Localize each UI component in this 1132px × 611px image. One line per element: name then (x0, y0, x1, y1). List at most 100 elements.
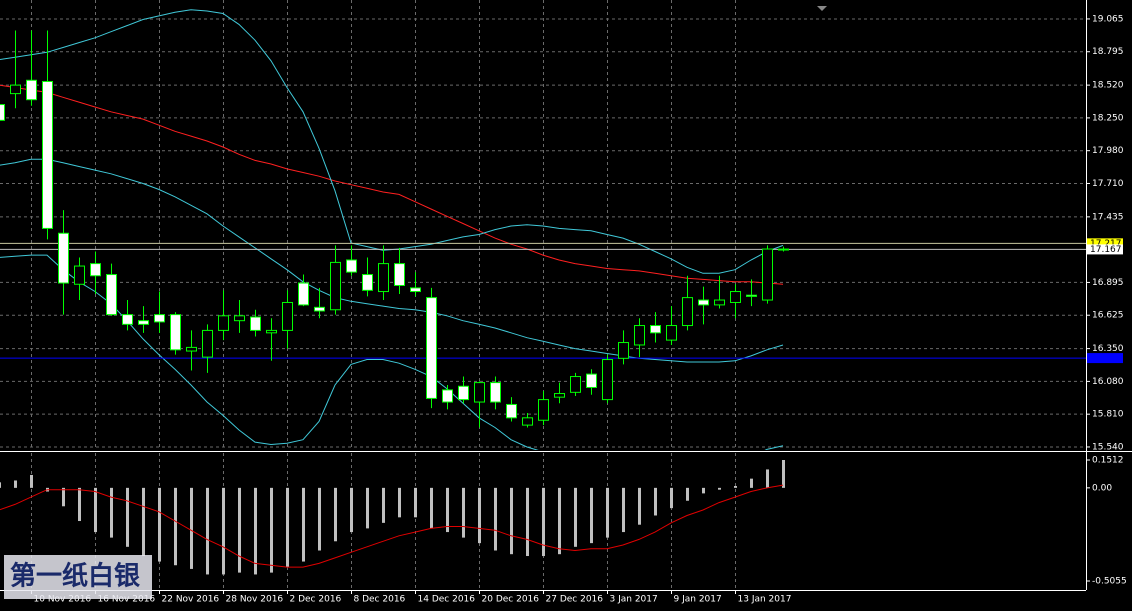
candle-body (378, 263, 389, 293)
candle-body (410, 287, 421, 293)
candle-body (554, 393, 565, 398)
macd-bar (110, 487, 113, 538)
macd-bar (558, 487, 561, 555)
candle-body (250, 316, 261, 331)
macd-bar (622, 487, 625, 533)
watermark-box (4, 555, 152, 599)
x-tick-label: 8 Dec 2016 (354, 595, 406, 605)
candle-body (586, 373, 597, 388)
macd-bar (542, 487, 545, 557)
macd-bar (654, 487, 657, 516)
candle-body (746, 294, 757, 297)
price-label: 17.217 (1090, 239, 1122, 249)
price-label-box (1087, 244, 1123, 255)
indicator-line (0, 158, 784, 363)
macd-bar (334, 487, 337, 542)
candle-body (74, 265, 85, 285)
candle-body (634, 325, 645, 346)
x-tick-label: 10 Nov 2016 (34, 595, 92, 605)
candle-body (266, 329, 277, 334)
candle-body (122, 314, 133, 325)
macd-bar (526, 487, 529, 557)
candle-body (506, 403, 517, 419)
macd-bar (446, 487, 449, 533)
candle-body (42, 80, 53, 229)
shift-marker (817, 6, 827, 11)
macd-bar (590, 487, 593, 544)
macd-bar (238, 487, 241, 573)
indicator-line (0, 84, 784, 285)
candle-body (330, 261, 341, 311)
candle-body (394, 263, 405, 286)
x-tick-label: 28 Nov 2016 (226, 595, 284, 605)
candle-body (762, 248, 773, 301)
level-marker (1087, 353, 1123, 364)
candle-body (602, 359, 613, 401)
macd-bar (302, 487, 305, 562)
price-label: 17.167 (1090, 245, 1122, 255)
x-tick-label: 2 Dec 2016 (290, 595, 342, 605)
macd-bar (494, 487, 497, 551)
y-tick-label: 17.980 (1092, 146, 1124, 156)
candle-body (778, 248, 789, 251)
macd-bar (174, 487, 177, 566)
macd-bar (638, 487, 641, 525)
candle-body (666, 325, 677, 341)
macd-bar (702, 487, 705, 494)
candle-body (170, 314, 181, 351)
macd-bar (382, 487, 385, 523)
macd-bar (766, 469, 769, 488)
candle-body (106, 274, 117, 316)
price-label-box (1087, 238, 1123, 249)
y-tick-label: 18.795 (1092, 47, 1124, 57)
candle-body (458, 385, 469, 401)
candle-body (138, 320, 149, 325)
macd-bar (142, 487, 145, 557)
macd-bar (750, 478, 753, 488)
candle-body (186, 346, 197, 352)
candle-body (90, 263, 101, 277)
candle-body (10, 84, 21, 95)
y-tick-label: 15.540 (1092, 442, 1124, 452)
x-tick-label: 16 Nov 2016 (98, 595, 156, 605)
y-tick-label: 16.625 (1092, 311, 1124, 321)
candle-body (202, 329, 213, 358)
y-tick-label: 17.435 (1092, 212, 1124, 222)
macd-bar (414, 487, 417, 518)
x-tick-label: 13 Jan 2017 (738, 595, 792, 605)
macd-bar (0, 482, 1, 488)
candle-body (26, 79, 37, 101)
x-tick-label: 27 Dec 2016 (546, 595, 604, 605)
candle-body (730, 291, 741, 303)
y-tick-label: 16.350 (1092, 344, 1124, 354)
macd-bar (206, 487, 209, 575)
candle-body (618, 342, 629, 359)
macd-bar (14, 480, 17, 488)
candle-body (0, 104, 5, 121)
candle-body (442, 389, 453, 403)
macd-bar (30, 474, 33, 488)
macd-bar (158, 487, 161, 562)
candle-body (58, 232, 69, 284)
candle-body (522, 417, 533, 426)
x-tick-label: 9 Jan 2017 (674, 595, 722, 605)
candle-body (362, 274, 373, 291)
y-tick-label: 19.065 (1092, 14, 1124, 24)
macd-bar (350, 487, 353, 533)
y-tick-label: 18.250 (1092, 113, 1124, 123)
macd-tick-label: 0.00 (1092, 483, 1112, 493)
macd-bar (78, 487, 81, 522)
candle-body (570, 376, 581, 393)
macd-bar (574, 487, 577, 547)
macd-bar (94, 487, 97, 533)
macd-bar (670, 487, 673, 509)
macd-bar (430, 487, 433, 529)
macd-bar (286, 487, 289, 568)
macd-pane (0, 459, 785, 575)
signal-line (0, 484, 784, 568)
macd-bar (782, 459, 785, 488)
macd-bar (510, 487, 513, 555)
y-tick-label: 17.710 (1092, 179, 1124, 189)
candle-body (538, 399, 549, 421)
